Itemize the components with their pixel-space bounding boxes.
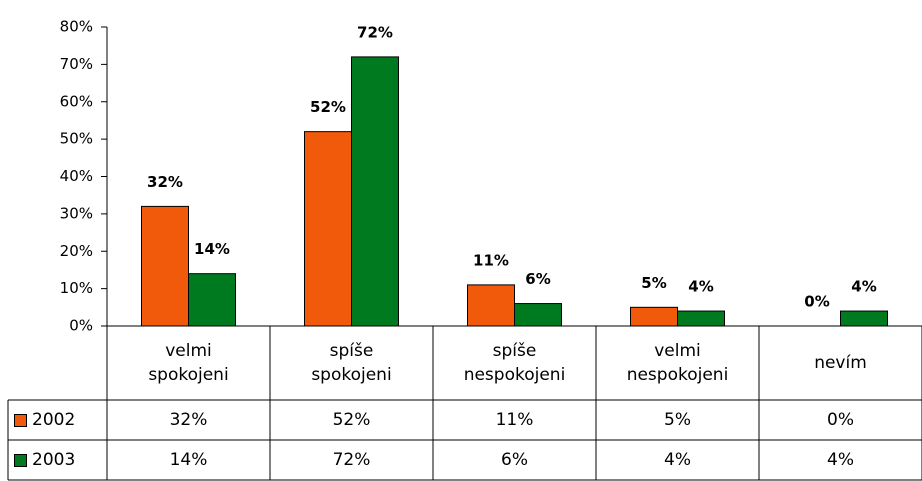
data-label: 5% xyxy=(641,274,666,292)
category-label: spíše nespokojeni xyxy=(463,341,566,385)
data-label: 14% xyxy=(194,240,230,258)
legend-label: 2002 xyxy=(32,410,76,430)
bar xyxy=(141,205,189,327)
bar xyxy=(304,131,352,327)
data-label: 6% xyxy=(525,270,550,288)
y-tick-label: 80% xyxy=(60,18,93,36)
y-tick-label: 60% xyxy=(60,92,93,110)
legend-label: 2003 xyxy=(32,450,76,470)
y-tick-label: 10% xyxy=(60,279,93,297)
data-label: 52% xyxy=(310,98,346,116)
y-tick-label: 20% xyxy=(60,242,93,260)
y-tick-label: 0% xyxy=(69,317,93,335)
category-label: velmi nespokojeni xyxy=(626,341,729,385)
bar xyxy=(630,306,678,327)
table-value: 5% xyxy=(664,410,691,430)
data-label: 4% xyxy=(851,278,876,296)
table-value: 52% xyxy=(332,410,371,430)
table-value: 14% xyxy=(169,450,208,470)
bar xyxy=(514,303,562,327)
y-tick-label: 50% xyxy=(60,130,93,148)
legend-swatch xyxy=(14,413,27,427)
data-label: 11% xyxy=(473,251,509,269)
table-value: 72% xyxy=(332,450,371,470)
legend-entry: 2003 xyxy=(8,440,107,480)
legend-entry: 2002 xyxy=(8,400,107,440)
data-label: 0% xyxy=(804,293,829,311)
y-tick-label: 30% xyxy=(60,204,93,222)
table-value: 4% xyxy=(827,450,854,470)
bar xyxy=(188,273,236,327)
bar xyxy=(677,310,725,327)
bar xyxy=(467,284,515,327)
category-label: velmi spokojeni xyxy=(148,341,229,385)
table-value: 4% xyxy=(664,450,691,470)
y-tick-label: 70% xyxy=(60,55,93,73)
data-label: 32% xyxy=(147,173,183,191)
category-label: nevím xyxy=(814,353,867,373)
data-label: 4% xyxy=(688,278,713,296)
category-label: spíše spokojeni xyxy=(311,341,392,385)
bar xyxy=(351,56,399,327)
data-label: 72% xyxy=(357,23,393,41)
table-value: 32% xyxy=(169,410,208,430)
y-tick-label: 40% xyxy=(60,167,93,185)
table-value: 11% xyxy=(495,410,534,430)
table-value: 0% xyxy=(827,410,854,430)
table-value: 6% xyxy=(501,450,528,470)
bar xyxy=(840,310,888,327)
legend-swatch xyxy=(14,453,27,467)
